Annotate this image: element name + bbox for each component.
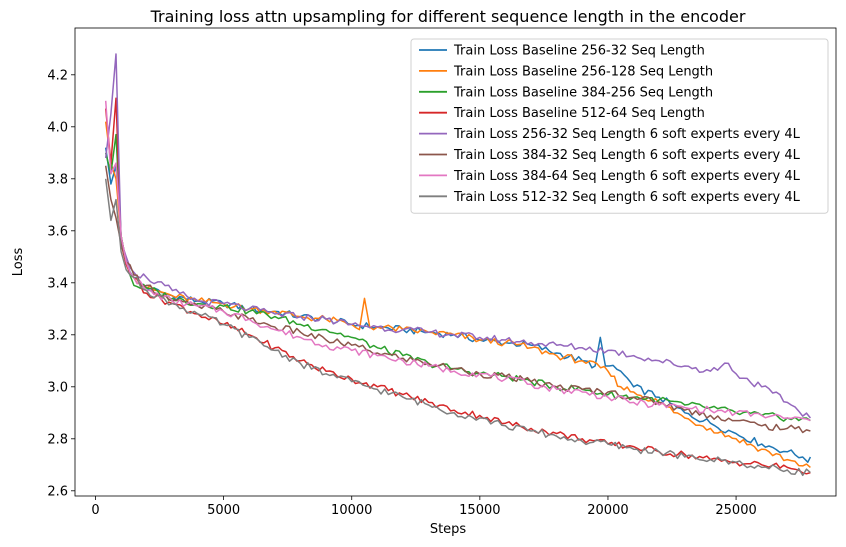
y-axis-label: Loss	[11, 248, 26, 277]
legend-label: Train Loss 256-32 Seq Length 6 soft expe…	[453, 127, 801, 142]
y-axis: 2.6 2.8 3.0 3.2 3.4 3.6 3.8 4.0 4.2	[47, 68, 75, 499]
legend-label: Train Loss Baseline 512-64 Seq Length	[453, 106, 705, 121]
legend-label: Train Loss Baseline 256-32 Seq Length	[453, 44, 705, 59]
legend: Train Loss Baseline 256-32 Seq Length Tra…	[410, 38, 829, 214]
plot-area	[74, 27, 837, 497]
series-line-2	[104, 121, 811, 468]
y-tick-label: 3.6	[47, 224, 68, 239]
series-layer	[104, 53, 812, 477]
series-line-8	[104, 178, 811, 477]
y-tick-label: 2.6	[47, 484, 68, 499]
legend-label: Train Loss 512-32 Seq Length 6 soft expe…	[453, 190, 801, 205]
axes-frame	[74, 27, 837, 497]
y-tick-label: 2.8	[47, 432, 68, 447]
legend-label: Train Loss 384-32 Seq Length 6 soft expe…	[453, 148, 801, 163]
y-tick-label: 3.2	[47, 328, 68, 343]
series-line-5	[104, 53, 811, 419]
x-tick-label: 15000	[459, 503, 500, 518]
x-tick-label: 25000	[715, 503, 756, 518]
y-tick-label: 3.8	[47, 172, 68, 187]
x-axis: 0 5000 10000 15000 20000 25000	[91, 496, 757, 518]
y-tick-label: 3.4	[47, 276, 68, 291]
legend-label: Train Loss 384-64 Seq Length 6 soft expe…	[453, 169, 801, 184]
y-tick-label: 3.0	[47, 380, 68, 395]
y-tick-label: 4.2	[47, 68, 68, 83]
x-axis-label: Steps	[430, 522, 467, 537]
x-tick-label: 5000	[207, 503, 240, 518]
chart-title: Training loss attn upsampling for differ…	[150, 7, 746, 26]
x-tick-label: 0	[91, 503, 99, 518]
legend-label: Train Loss Baseline 256-128 Seq Length	[453, 64, 713, 79]
y-tick-label: 4.0	[47, 120, 68, 135]
legend-label: Train Loss Baseline 384-256 Seq Length	[453, 85, 713, 100]
series-line-7	[104, 100, 811, 422]
x-tick-label: 10000	[331, 503, 372, 518]
x-tick-label: 20000	[587, 503, 628, 518]
legend-box	[410, 38, 829, 214]
